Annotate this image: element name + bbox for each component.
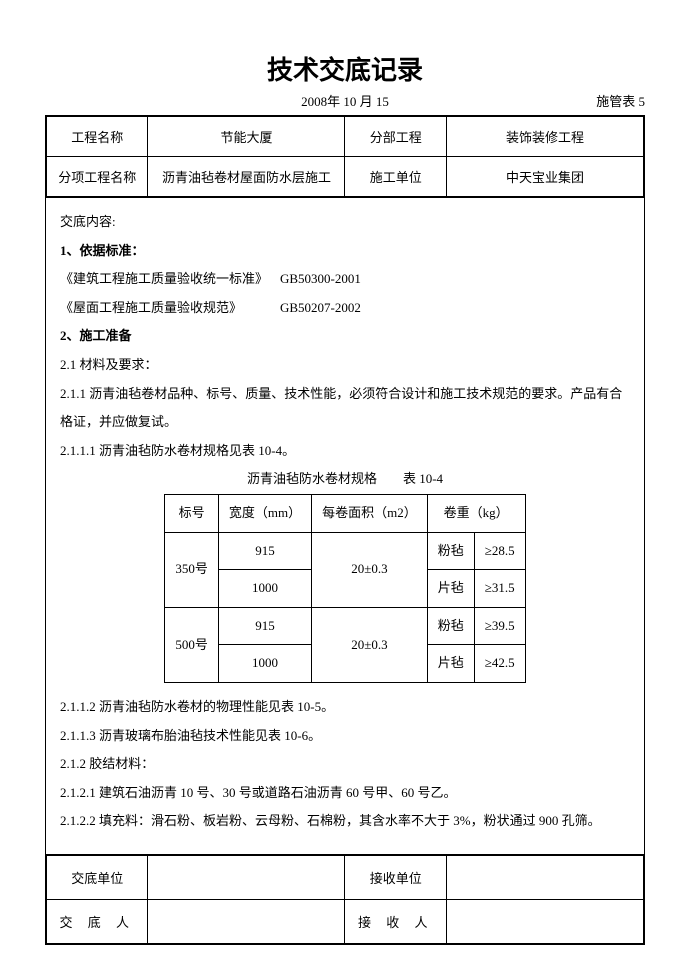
spec-value: ≥39.5 <box>474 607 525 645</box>
spec-width: 1000 <box>218 570 311 608</box>
hdr-division-label: 分部工程 <box>345 117 446 157</box>
spec-h-width: 宽度（mm） <box>218 494 311 532</box>
table-row: 交底单位 接收单位 <box>47 855 644 899</box>
doc-title: 技术交底记录 <box>45 50 645 87</box>
standard-name: 《屋面工程施工质量验收规范》 <box>60 294 280 323</box>
spec-width: 915 <box>218 607 311 645</box>
table-row: 500号 915 20±0.3 粉毡 ≥39.5 <box>165 607 525 645</box>
hdr-unit-label: 施工单位 <box>345 157 446 197</box>
table-row: 350号 915 20±0.3 粉毡 ≥28.5 <box>165 532 525 570</box>
hdr-subitem-value: 沥青油毡卷材屋面防水层施工 <box>148 157 345 197</box>
standard-name: 《建筑工程施工质量验收统一标准》 <box>60 265 280 294</box>
spec-value: ≥28.5 <box>474 532 525 570</box>
hdr-project-name-value: 节能大厦 <box>148 117 345 157</box>
hdr-division-value: 装饰装修工程 <box>446 117 643 157</box>
table-row: 交 底 人 接 收 人 <box>47 899 644 943</box>
spec-value: ≥42.5 <box>474 645 525 683</box>
spec-area: 20±0.3 <box>312 532 428 607</box>
ftr-receiver-value <box>446 899 643 943</box>
content-body: 交底内容: 1、依据标准： 《建筑工程施工质量验收统一标准》 GB50300-2… <box>46 197 644 855</box>
para: 2.1.1.2 沥青油毡防水卷材的物理性能见表 10-5。 <box>60 693 630 722</box>
header-table: 工程名称 节能大厦 分部工程 装饰装修工程 分项工程名称 沥青油毡卷材屋面防水层… <box>46 116 644 197</box>
standard-row: 《建筑工程施工质量验收统一标准》 GB50300-2001 <box>60 265 630 294</box>
spec-value: ≥31.5 <box>474 570 525 608</box>
ftr-send-unit-value <box>148 855 345 899</box>
ftr-sender-value <box>148 899 345 943</box>
spec-area: 20±0.3 <box>312 607 428 682</box>
ftr-recv-unit-value <box>446 855 643 899</box>
spec-width: 1000 <box>218 645 311 683</box>
spec-h-weight: 卷重（kg） <box>427 494 525 532</box>
doc-form-no: 施管表 5 <box>596 91 645 110</box>
ftr-send-unit-label: 交底单位 <box>47 855 148 899</box>
spec-type: 粉毡 <box>427 607 474 645</box>
doc-subrow: 2008年 10 月 15 施管表 5 <box>45 91 645 109</box>
spec-h-label: 标号 <box>165 494 219 532</box>
hdr-unit-value: 中天宝业集团 <box>446 157 643 197</box>
para: 2.1.1.1 沥青油毡防水卷材规格见表 10-4。 <box>60 437 630 466</box>
spec-width: 915 <box>218 532 311 570</box>
para: 2.1 材料及要求： <box>60 351 630 380</box>
table-row: 标号 宽度（mm） 每卷面积（m2） 卷重（kg） <box>165 494 525 532</box>
para: 2.1.1 沥青油毡卷材品种、标号、质量、技术性能，必须符合设计和施工技术规范的… <box>60 380 630 437</box>
table-row: 工程名称 节能大厦 分部工程 装饰装修工程 <box>47 117 644 157</box>
standard-code: GB50300-2001 <box>280 265 361 294</box>
spec-table: 标号 宽度（mm） 每卷面积（m2） 卷重（kg） 350号 915 20±0.… <box>164 494 525 683</box>
doc-date: 2008年 10 月 15 <box>301 91 389 110</box>
section-2-title: 2、施工准备 <box>60 322 630 351</box>
spec-label: 350号 <box>165 532 219 607</box>
standard-code: GB50207-2002 <box>280 294 361 323</box>
para: 2.1.2 胶结材料： <box>60 750 630 779</box>
para: 2.1.1.3 沥青玻璃布胎油毡技术性能见表 10-6。 <box>60 722 630 751</box>
standard-row: 《屋面工程施工质量验收规范》 GB50207-2002 <box>60 294 630 323</box>
spec-type: 粉毡 <box>427 532 474 570</box>
ftr-recv-unit-label: 接收单位 <box>345 855 446 899</box>
hdr-project-name-label: 工程名称 <box>47 117 148 157</box>
spec-label: 500号 <box>165 607 219 682</box>
section-1-title: 1、依据标准： <box>60 237 630 266</box>
ftr-sender-label: 交 底 人 <box>47 899 148 943</box>
para: 2.1.2.2 填充料：滑石粉、板岩粉、云母粉、石棉粉，其含水率不大于 3%，粉… <box>60 807 630 836</box>
spec-h-area: 每卷面积（m2） <box>312 494 428 532</box>
ftr-receiver-label: 接 收 人 <box>345 899 446 943</box>
spec-type: 片毡 <box>427 570 474 608</box>
spec-caption: 沥青油毡防水卷材规格 表 10-4 <box>60 465 630 494</box>
hdr-subitem-label: 分项工程名称 <box>47 157 148 197</box>
footer-table: 交底单位 接收单位 交 底 人 接 收 人 <box>46 855 644 944</box>
table-row: 分项工程名称 沥青油毡卷材屋面防水层施工 施工单位 中天宝业集团 <box>47 157 644 197</box>
spec-type: 片毡 <box>427 645 474 683</box>
content-heading: 交底内容: <box>60 208 630 237</box>
para: 2.1.2.1 建筑石油沥青 10 号、30 号或道路石油沥青 60 号甲、60… <box>60 779 630 808</box>
document-frame: 工程名称 节能大厦 分部工程 装饰装修工程 分项工程名称 沥青油毡卷材屋面防水层… <box>45 115 645 945</box>
